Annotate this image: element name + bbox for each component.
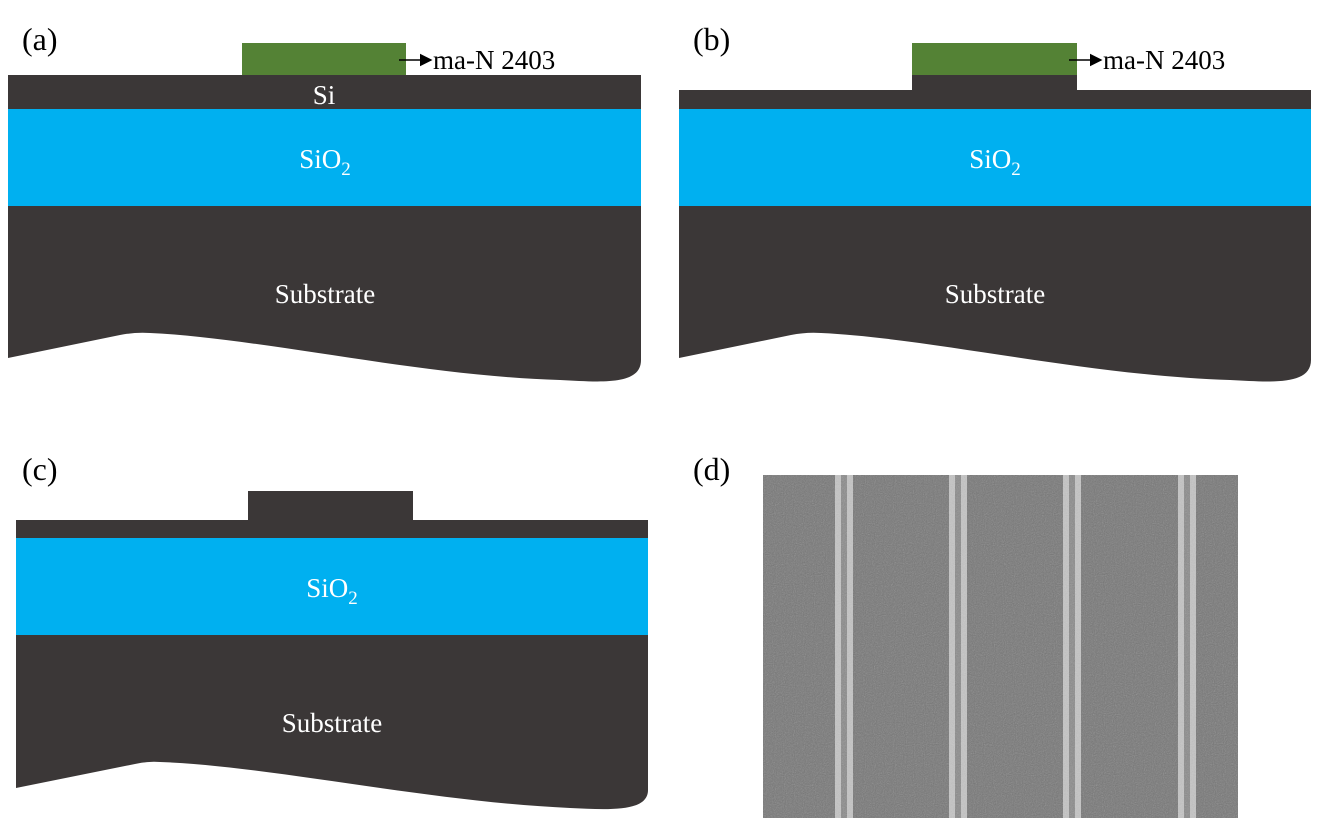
sem-line-edge <box>949 475 955 818</box>
sem-line-edge <box>835 475 841 818</box>
panel-c-silicon-waveguide <box>16 491 648 538</box>
panel-a-resist <box>242 43 406 75</box>
panel-b-substrate-label: Substrate <box>945 279 1046 309</box>
panel-a-label: (a) <box>22 21 58 57</box>
panel-b-substrate <box>679 206 1311 382</box>
panel-b-silicon-layer <box>679 75 1311 109</box>
panel-d: (d) <box>693 451 1238 818</box>
panel-a-oxide-label: SiO2 <box>299 144 351 180</box>
panel-b-resist-label: ma-N 2403 <box>1103 45 1225 75</box>
panel-c: (c) SiO2 Substrate <box>16 451 648 810</box>
panel-c-oxide-label: SiO2 <box>306 573 358 609</box>
sem-line-edge <box>1075 475 1081 818</box>
panel-a-substrate-label: Substrate <box>275 279 376 309</box>
panel-a-si-label: Si <box>313 80 336 110</box>
panel-c-oxide-layer <box>16 538 648 635</box>
sem-line-edge <box>1178 475 1184 818</box>
panel-b-resist <box>912 43 1077 75</box>
sem-line-edge <box>1063 475 1069 818</box>
panel-a-silicon-layer <box>8 75 641 109</box>
panel-b-oxide-layer <box>679 109 1311 206</box>
panel-a: (a) ma-N 2403 Si SiO2 Substrate <box>8 21 641 382</box>
panel-b-label: (b) <box>693 21 730 57</box>
sem-line-edge <box>1190 475 1196 818</box>
panel-a-substrate <box>8 206 641 382</box>
panel-c-substrate-label: Substrate <box>282 708 383 738</box>
sem-line-edge <box>961 475 967 818</box>
sem-image <box>763 475 1238 818</box>
panel-d-label: (d) <box>693 451 730 487</box>
panel-a-oxide-layer <box>8 109 641 206</box>
panel-c-substrate <box>16 635 648 810</box>
panel-b-oxide-label: SiO2 <box>969 144 1021 180</box>
panel-c-label: (c) <box>22 451 58 487</box>
panel-b: (b) ma-N 2403 SiO2 Substrate <box>679 21 1311 382</box>
sem-line-edge <box>847 475 853 818</box>
panel-a-resist-label: ma-N 2403 <box>433 45 555 75</box>
sem-background <box>763 475 1238 818</box>
